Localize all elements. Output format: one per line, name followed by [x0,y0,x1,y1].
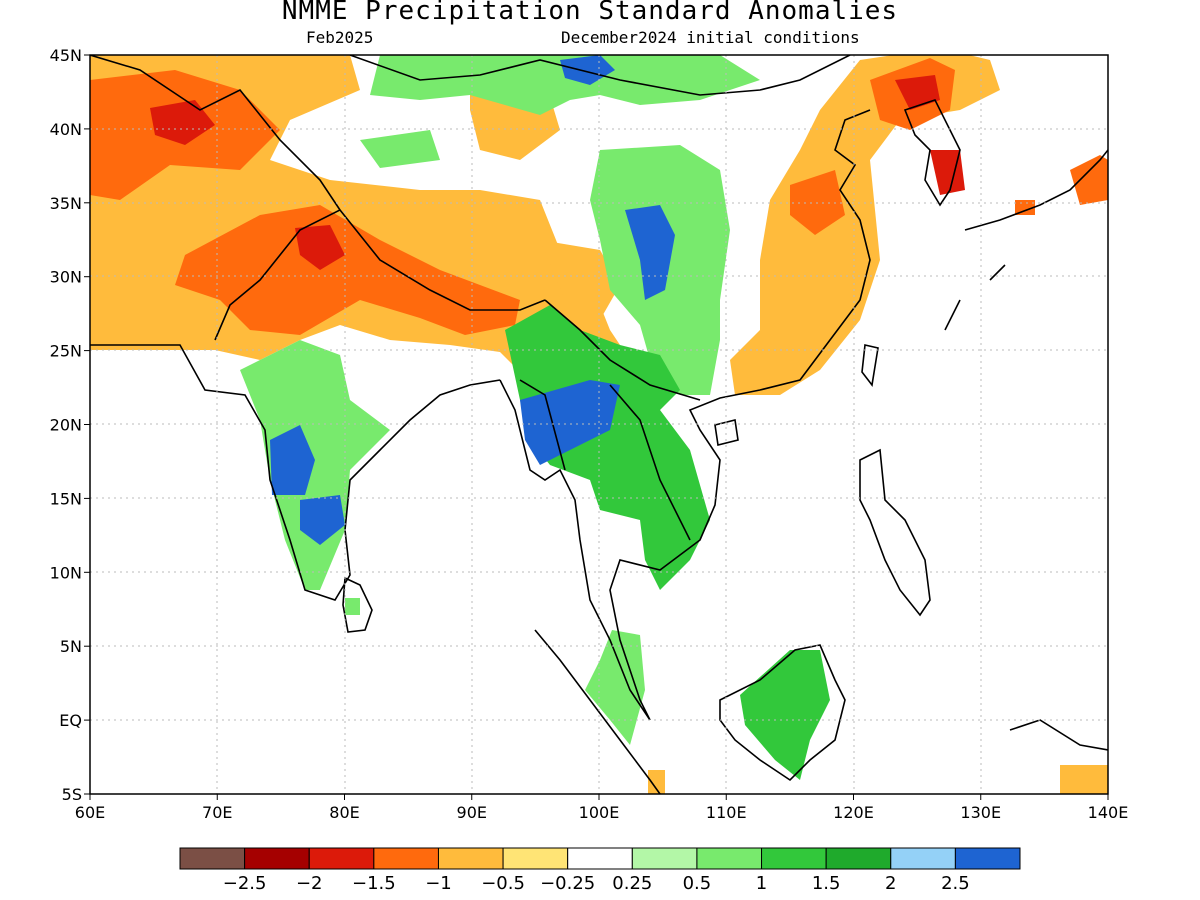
coastline-new-guinea [1009,719,1108,751]
colorbar-label: 0.5 [683,873,712,894]
y-tick-label: 45N [50,46,82,65]
colorbar-label: −1.5 [352,873,396,894]
colorbar-label: 1.5 [812,873,841,894]
colorbar-swatch [373,847,439,870]
y-tick-label: 5N [60,637,82,656]
colorbar-swatch [890,847,956,870]
region-myanmar-thailand-wet [505,305,710,590]
anomaly-fill-layer [90,55,1108,794]
region-india-west-wet-core [270,425,315,495]
colorbar-swatch [631,847,698,870]
region-tibet-north-wet [360,130,440,168]
colorbar-swatch [308,847,375,870]
colorbar-swatch [244,847,310,870]
region-java-dry [1060,765,1108,794]
colorbar-label: 1 [756,873,767,894]
colorbar-label: 2.5 [941,873,970,894]
region-borneo-wet [740,650,830,780]
region-northwest-dry-core [150,100,215,145]
coastline-layer [90,55,1108,794]
colorbar-swatch [825,847,892,870]
y-tick-label: 30N [50,268,82,287]
coastline-taiwan [861,344,879,387]
coastline-korea [903,99,961,207]
longitude-axis: 60E 70E 80E 90E 100E 110E 120E 130E 140E [75,794,1129,822]
coastline-philippines [859,448,931,617]
gridlines [90,55,1108,794]
x-tick-label: 60E [75,803,105,822]
coastline-sri-lanka [342,576,373,633]
colorbar-label: −0.25 [540,873,595,894]
coastline-hainan [714,419,739,446]
region-mongolia-north-wet-core [560,55,615,85]
colorbar-label: −1 [425,873,452,894]
x-tick-label: 130E [960,803,1001,822]
y-tick-label: 20N [50,416,82,435]
x-tick-label: 140E [1088,803,1129,822]
country-borders [90,55,851,541]
region-japan-dry [1015,200,1035,215]
coastline-borneo [719,644,846,782]
y-tick-label: 10N [50,563,82,582]
coastline-sumatra [534,629,661,794]
colorbar: −2.5 −2 −1.5 −1 −0.5 −0.25 0.25 0.5 1 1.5 2 2.5 [179,847,1021,894]
colorbar-swatch [179,847,246,870]
valid-month-label: Feb2025 [306,28,374,47]
colorbar-label: −2.5 [223,873,267,894]
region-malaysia-wet [585,630,645,745]
latitude-axis: 45N 40N 35N 30N 25N 20N 15N 10N 5N EQ 5S [50,46,90,804]
x-tick-label: 90E [457,803,487,822]
y-tick-label: 15N [50,489,82,508]
region-india-west-wet-core [300,495,345,545]
colorbar-label: 2 [885,873,896,894]
y-tick-label: 5S [62,785,82,804]
y-tick-label: EQ [59,711,82,730]
colorbar-swatch [696,847,763,870]
region-java-dry [648,770,665,794]
colorbar-label: −0.5 [481,873,525,894]
region-east-china-dry [730,55,1000,395]
region-northwest-dry-core [295,225,345,270]
y-tick-label: 35N [50,194,82,213]
coastline-india [90,344,501,601]
region-myanmar-wet-core [520,380,620,465]
x-tick-label: 100E [579,803,620,822]
x-tick-label: 70E [202,803,232,822]
y-tick-label: 40N [50,120,82,139]
colorbar-swatch [502,847,569,870]
region-tibet-north-wet [370,55,760,115]
colorbar-swatch [954,847,1021,870]
region-central-asia-dry [540,240,620,320]
initial-conditions-label: December2024 initial conditions [561,28,860,47]
colorbar-label: −2 [296,873,323,894]
region-sichuan-wet-core [625,205,675,300]
map-title: NMME Precipitation Standard Anomalies [281,0,899,26]
region-korea-dry-core [930,150,965,195]
colorbar-swatch [437,847,504,870]
colorbar-label: 0.25 [612,873,652,894]
region-india-west-wet [240,340,390,590]
x-tick-label: 80E [329,803,359,822]
region-japan-dry [1070,155,1108,205]
x-tick-label: 110E [706,803,747,822]
coastline-indochina [499,109,871,721]
colorbar-swatch [761,847,827,870]
x-tick-label: 120E [833,803,874,822]
region-india-west-wet [345,598,360,615]
colorbar-swatch [567,847,633,870]
coastline-japan [944,149,1108,331]
region-himalaya-dry [175,205,520,335]
y-tick-label: 25N [50,342,82,361]
